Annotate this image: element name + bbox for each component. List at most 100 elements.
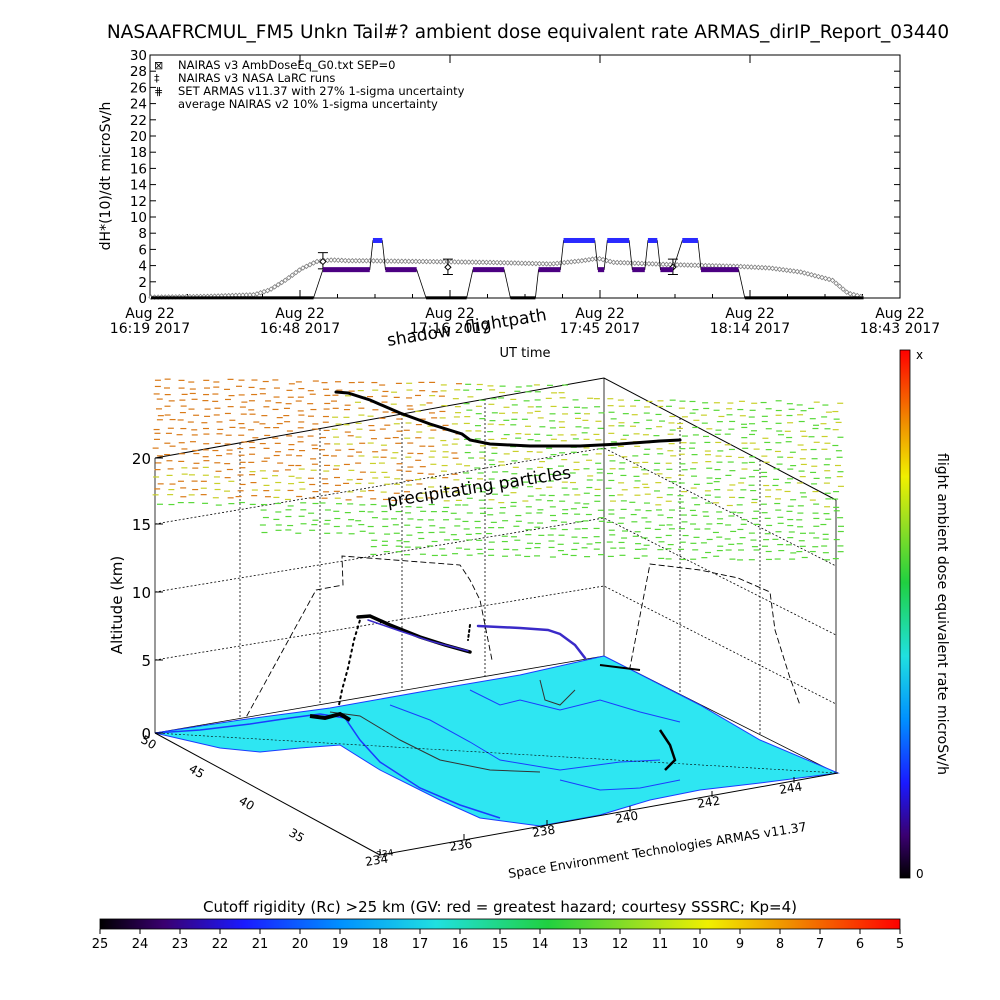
base-axes [154,732,839,856]
y-tick-label: 10 [130,210,147,226]
chart-title: NASAAFRCMUL_FM5 Unkn Tail#? ambient dose… [107,22,949,43]
nairas-point [374,258,380,264]
nairas-point [451,259,458,265]
precipitating-particles-cloud [152,378,844,561]
nairas-point [805,271,811,277]
annotation-precipitating-particles: precipitating particles [386,463,573,512]
nairas-point [402,258,409,265]
nairas-point [762,265,769,271]
x-tick-label-date: Aug 22 [425,306,475,322]
nairas-point [282,277,288,284]
altitude-tick-label: 15 [132,516,151,534]
nairas-point [815,273,822,280]
armas-segment [538,267,561,273]
nairas-point [310,260,317,266]
rigidity-tick-label: 5 [896,937,904,952]
nairas-point [843,289,850,295]
nairas-point [487,259,493,266]
longitude-tick-label: 244 [778,780,803,797]
dose-colorbar-bottom-label: 0 [916,867,924,881]
armas-segment [563,237,595,243]
armas-segment [701,267,739,273]
altitude-tick-label: 5 [141,652,151,670]
nairas-point [409,258,416,265]
y-tick-label: 4 [138,259,147,275]
x-tick-label-time: 17:45 2017 [560,321,640,337]
nairas-point [335,257,341,264]
rigidity-tick-label: 17 [412,937,429,952]
nairas-point [476,259,483,266]
nairas-point [741,263,748,270]
armas-segment [510,296,536,300]
nairas-point [649,261,656,267]
nairas-point [346,257,352,264]
dose-colorbar: x 0 flight ambient dose equivalent rate … [899,348,950,881]
nairas-point [328,257,334,263]
rigidity-tick-label: 11 [652,937,669,952]
x-tick-label-date: Aug 22 [875,306,925,322]
nairas-point [480,259,486,266]
dose-colorbar-top-label: x [916,348,923,362]
nairas-point [737,263,744,270]
nairas-point [745,264,751,270]
nairas-point [469,259,476,265]
y-tick-label: 28 [130,64,147,80]
nairas-point [755,264,762,271]
nairas-point [543,261,550,267]
y-axis-label: dH*(10)/dt microSv/h [98,102,114,251]
nairas-point [677,262,684,268]
nairas-point [331,257,338,263]
armas-segment [472,267,505,273]
altitude-tick-label: 0 [141,725,151,743]
rigidity-tick-label: 13 [572,937,589,952]
nairas-point [540,261,546,267]
nairas-point [794,268,801,275]
armas-segment [744,296,864,300]
nairas-point [278,279,285,286]
rigidity-tick-label: 8 [776,937,784,952]
nairas-point [388,258,394,264]
annotation-shadow: shadow [386,321,454,351]
y-tick-label: 6 [138,242,147,258]
rigidity-tick-label: 20 [292,937,309,952]
nairas-point [342,257,349,264]
nairas-point [420,258,426,265]
longitude-tick-label: 236 [448,837,473,854]
errorbar-point [444,263,452,271]
altitude-tick-label: 20 [132,450,151,468]
nairas-point [370,258,377,264]
nairas-point [663,261,670,268]
nairas-point [840,286,846,292]
nairas-point [681,262,688,268]
armas-segment [607,237,630,243]
nairas-point [441,259,447,265]
y-tick-label: 16 [130,161,147,177]
nairas-point [790,268,797,274]
legend-entry-armas: SET ARMAS v11.37 with 27% 1-sigma uncert… [178,84,465,98]
y-tick-label: 2 [138,275,147,291]
nairas-point [293,269,299,276]
nairas-point [353,257,359,264]
nairas-point [674,262,680,268]
nairas-point [473,259,479,265]
nairas-point [826,276,832,283]
y-tick-label: 30 [130,48,147,64]
flightpath-top [334,390,682,448]
nairas-point [536,260,543,267]
latitude-tick-label: 40 [237,793,257,813]
flight-segments-3d [337,614,587,711]
nairas-point [836,283,843,290]
nairas-point [617,259,624,266]
nairas-point [289,272,296,278]
x-tick-label-date: Aug 22 [125,306,175,322]
nairas-point [695,262,702,269]
rigidity-tick-label: 9 [736,937,744,952]
longitude-tick-label: 242 [696,794,721,811]
y-tick-label: 0 [138,291,147,307]
legend-symbol: ⋕ [154,85,163,98]
rigidity-tick-label: 24 [132,937,149,952]
nairas-point [752,264,758,271]
nairas-point [483,259,490,266]
